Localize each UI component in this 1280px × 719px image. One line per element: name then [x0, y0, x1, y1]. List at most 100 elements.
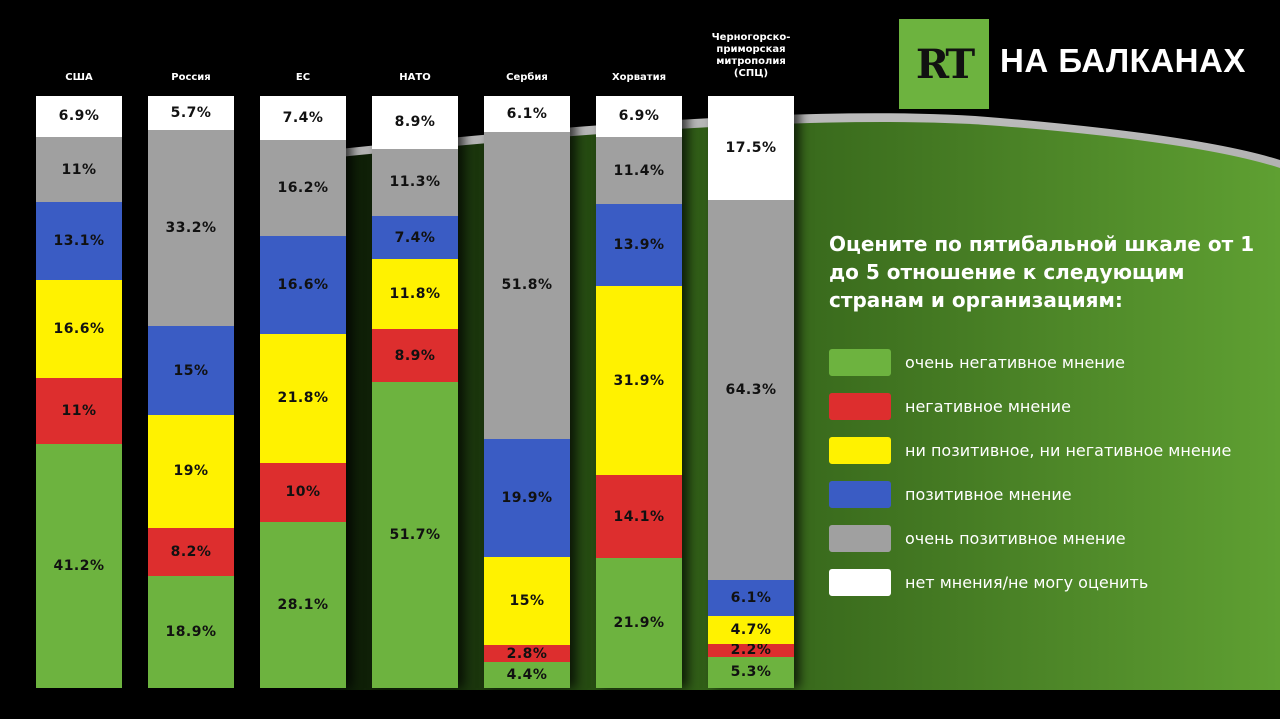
bar-stack: 41.2% 11% 16.6% 13.1% 11% 6.9%	[36, 96, 122, 688]
bar-segment: 51.7%	[372, 381, 458, 688]
category-label: США	[65, 72, 93, 83]
data-label: 19.9%	[501, 489, 553, 506]
legend-item: очень негативное мнение	[829, 349, 1125, 376]
data-label: 10%	[285, 484, 321, 501]
legend-item: позитивное мнение	[829, 481, 1072, 508]
legend-swatch	[829, 569, 891, 596]
bar-segment: 13.1%	[36, 202, 122, 280]
bar-segment: 17.5%	[708, 96, 794, 200]
data-label: 51.8%	[501, 277, 553, 294]
bar-segment: 18.9%	[148, 576, 234, 688]
bar-segment: 5.3%	[708, 656, 794, 688]
legend-label: очень негативное мнение	[905, 353, 1125, 372]
bar-segment: 7.4%	[260, 96, 346, 140]
bar-segment: 16.6%	[36, 279, 122, 379]
data-label: 13.9%	[613, 237, 665, 254]
data-label: 15%	[509, 592, 545, 609]
bar-segment: 13.9%	[596, 204, 682, 287]
data-label: 13.1%	[53, 233, 105, 250]
legend-label: нет мнения/не могу оценить	[905, 573, 1149, 592]
bar-segment: 11.3%	[372, 148, 458, 216]
data-label: 7.4%	[282, 109, 324, 126]
bar-stack: 28.1% 10% 21.8% 16.6% 16.2% 7.4%	[260, 96, 346, 688]
bar-segment: 2.2%	[708, 642, 794, 659]
bar-segment: 41.2%	[36, 443, 122, 688]
bar-segment: 14.1%	[596, 475, 682, 559]
data-label: 18.9%	[165, 624, 217, 641]
data-label: 5.7%	[170, 104, 212, 121]
data-label: 33.2%	[165, 220, 217, 237]
bar-segment: 28.1%	[260, 521, 346, 688]
data-label: 21.8%	[277, 390, 329, 407]
legend-label: негативное мнение	[905, 397, 1071, 416]
legend-item: негативное мнение	[829, 393, 1071, 420]
bar-segment: 7.4%	[372, 215, 458, 260]
data-label: 17.5%	[725, 139, 777, 156]
bar-stack: 21.9% 14.1% 31.9% 13.9% 11.4% 6.9%	[596, 96, 682, 688]
bar-segment: 15%	[484, 556, 570, 646]
bar-segment: 15%	[148, 326, 234, 416]
data-label: 4.4%	[506, 666, 548, 683]
data-label: 7.4%	[394, 229, 436, 246]
legend-swatch	[829, 525, 891, 552]
legend-swatch	[829, 393, 891, 420]
bar-segment: 6.1%	[708, 579, 794, 616]
data-label: 41.2%	[53, 557, 105, 574]
bar-segment: 6.9%	[596, 96, 682, 137]
data-label: 51.7%	[389, 526, 441, 543]
data-label: 5.3%	[730, 664, 772, 681]
data-label: 11.3%	[389, 174, 441, 191]
bar-segment: 19%	[148, 415, 234, 528]
data-label: 31.9%	[613, 372, 665, 389]
bar-segment: 6.9%	[36, 96, 122, 137]
bar-segment: 19.9%	[484, 438, 570, 557]
legend-item: нет мнения/не могу оценить	[829, 569, 1148, 596]
bar-segment: 6.1%	[484, 96, 570, 133]
data-label: 6.9%	[618, 108, 660, 125]
bar-segment: 11%	[36, 136, 122, 203]
category-label: Черногорско-приморская митрополия (СПЦ)	[711, 32, 791, 79]
data-label: 2.8%	[506, 645, 548, 662]
category-label: Россия	[171, 72, 211, 83]
bar-segment: 16.6%	[260, 235, 346, 334]
data-label: 8.9%	[394, 114, 436, 131]
bar-segment: 5.7%	[148, 96, 234, 130]
legend-swatch	[829, 349, 891, 376]
data-label: 19%	[173, 463, 209, 480]
data-label: 11%	[61, 402, 97, 419]
data-label: 21.9%	[613, 615, 665, 632]
bar-segment: 2.8%	[484, 645, 570, 662]
legend-label: позитивное мнение	[905, 485, 1072, 504]
category-label: ЕС	[295, 72, 311, 83]
survey-question: Оцените по пятибальной шкале от 1 до 5 о…	[829, 232, 1255, 312]
bar-segment: 8.9%	[372, 329, 458, 382]
data-label: 16.6%	[53, 321, 105, 338]
data-label: 16.2%	[277, 179, 329, 196]
bar-segment: 4.7%	[708, 615, 794, 644]
data-label: 16.6%	[277, 276, 329, 293]
bar-segment: 11.4%	[596, 136, 682, 205]
bar-segment: 21.9%	[596, 558, 682, 688]
bar-segment: 11%	[36, 378, 122, 444]
bar-segment: 10%	[260, 462, 346, 522]
bar-stack: 51.7% 8.9% 11.8% 7.4% 11.3% 8.9%	[372, 96, 458, 688]
bar-segment: 21.8%	[260, 333, 346, 463]
data-label: 14.1%	[613, 508, 665, 525]
rt-logo: RT	[899, 19, 989, 109]
category-label: НАТО	[399, 72, 431, 83]
bar-segment: 33.2%	[148, 129, 234, 327]
data-label: 2.2%	[730, 642, 772, 659]
brand-title: НА БАЛКАНАХ	[1000, 42, 1246, 79]
bar-segment: 8.2%	[148, 527, 234, 577]
bar-segment: 64.3%	[708, 199, 794, 580]
data-label: 64.3%	[725, 381, 777, 398]
bar-stack: 4.4% 2.8% 15% 19.9% 51.8% 6.1%	[484, 96, 570, 688]
logo-text: RT	[915, 40, 975, 88]
data-label: 11.8%	[389, 286, 441, 303]
data-label: 8.9%	[394, 347, 436, 364]
data-label: 4.7%	[730, 621, 772, 638]
bar-stack: 5.3% 2.2% 4.7% 6.1% 64.3% 17.5%	[708, 96, 794, 688]
bar-segment: 11.8%	[372, 259, 458, 330]
bar-segment: 51.8%	[484, 132, 570, 439]
bar-segment: 8.9%	[372, 96, 458, 149]
